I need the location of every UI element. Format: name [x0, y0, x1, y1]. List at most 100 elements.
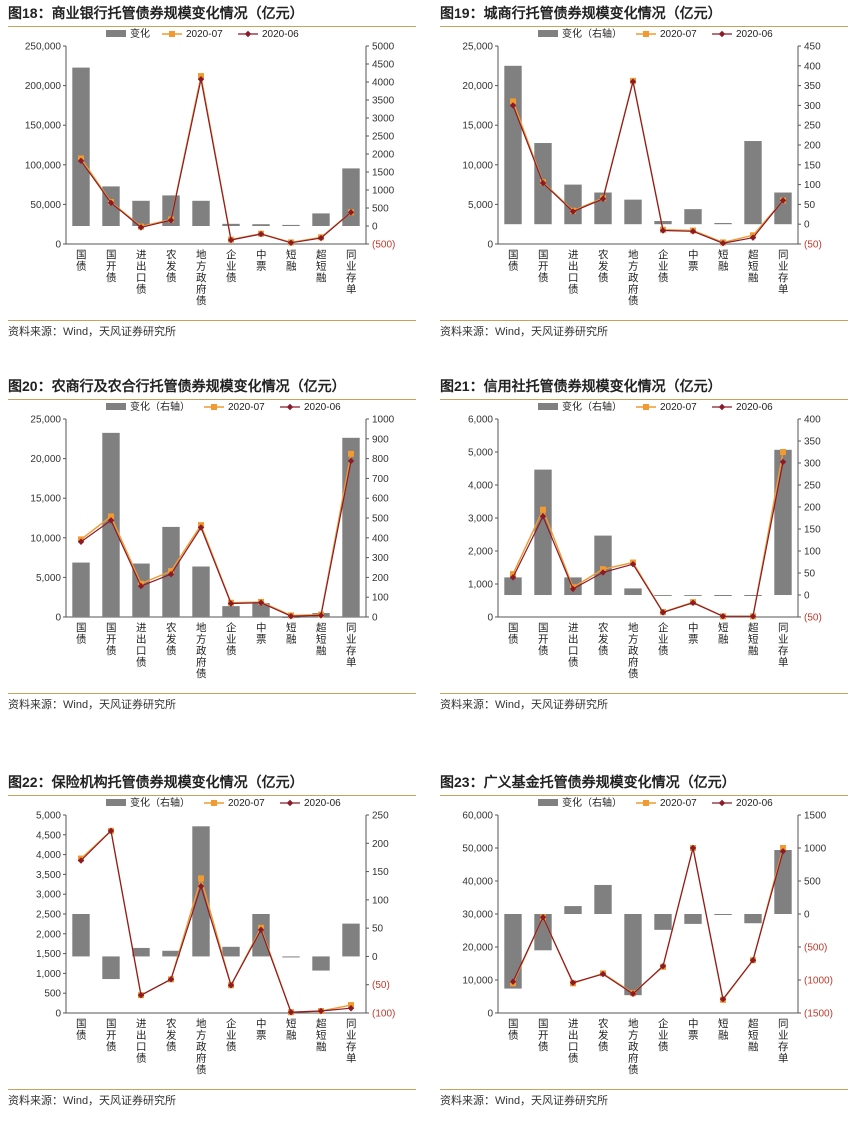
left-tick-label: 2,000 [468, 547, 493, 558]
category-label: 国开债 [538, 249, 549, 284]
right-tick-label: 350 [804, 81, 821, 92]
point-2020-06 [749, 957, 757, 964]
category-label: 超短融 [316, 1017, 327, 1053]
category-label: 短融 [718, 621, 729, 646]
category-label: 超短融 [748, 621, 759, 657]
left-tick-label: 500 [44, 989, 61, 1000]
legend-label-2020-06: 2020-06 [304, 402, 341, 413]
left-tick-label: 30,000 [462, 910, 493, 921]
left-tick-label: 5,000 [36, 573, 61, 584]
right-tick-label: 50 [804, 569, 816, 580]
left-tick-label: 150,000 [25, 121, 62, 132]
point-2020-06 [599, 195, 607, 203]
left-tick-label: 1,500 [36, 949, 61, 960]
right-tick-label: (50) [804, 613, 822, 624]
category-label: 地方政府债 [196, 621, 207, 680]
right-tick-label: 2000 [372, 150, 395, 161]
category-label: 企业债 [658, 248, 669, 284]
series-line-2020-06 [80, 460, 352, 617]
category-label: 中票 [256, 621, 267, 646]
category-label: 进出口债 [136, 249, 147, 296]
right-tick-label: 100 [372, 593, 389, 604]
change-bar [684, 914, 702, 924]
change-bar [564, 184, 582, 225]
change-bar [132, 947, 150, 957]
left-tick-label: 0 [487, 613, 493, 624]
left-tick-label: 5,000 [468, 200, 493, 211]
point-2020-06 [749, 613, 757, 620]
right-tick-label: 100 [804, 180, 821, 191]
legend-marker-2020-07 [643, 404, 649, 410]
left-tick-label: 10,000 [462, 160, 493, 171]
left-tick-label: 10,000 [30, 533, 61, 544]
category-label: 农发债 [166, 621, 177, 657]
category-label: 进出口债 [136, 1018, 147, 1065]
change-bar [624, 588, 642, 595]
legend-label-2020-07: 2020-07 [228, 402, 265, 413]
change-bar [282, 956, 300, 958]
category-label: 同业存单 [778, 249, 789, 296]
legend-label-2020-06: 2020-06 [262, 29, 299, 40]
right-tick-label: 1000 [804, 844, 827, 855]
right-tick-label: 400 [372, 533, 389, 544]
right-tick-label: 3500 [372, 96, 395, 107]
change-bar [162, 195, 180, 226]
right-tick-label: 200 [372, 839, 389, 850]
point-2020-06 [779, 848, 787, 855]
legend-label-2020-07: 2020-07 [186, 29, 223, 40]
change-bar [102, 432, 120, 617]
series-line-2020-07 [512, 451, 784, 618]
figure-title: 图18：商业银行托管债券规模变化情况（亿元） [8, 2, 416, 27]
left-tick-label: 5,000 [36, 811, 61, 822]
legend-bar-swatch [538, 30, 558, 37]
change-bar [684, 209, 702, 225]
right-tick-label: 1500 [804, 811, 827, 822]
legend-marker-2020-06 [244, 30, 252, 38]
point-2020-06 [227, 600, 235, 607]
change-bar [684, 595, 702, 596]
left-tick-label: 2,000 [36, 929, 61, 940]
left-tick-label: 4,000 [36, 850, 61, 861]
source-divider [440, 320, 848, 321]
right-tick-label: 1500 [372, 168, 395, 179]
category-label: 地方政府债 [196, 1017, 207, 1076]
right-tick-label: 300 [804, 101, 821, 112]
left-tick-label: 0 [55, 613, 61, 624]
category-label: 超短融 [316, 621, 327, 657]
right-tick-label: 0 [372, 952, 378, 963]
source-divider [440, 693, 848, 694]
source-note: 资料来源：Wind，天风证券研究所 [440, 699, 609, 711]
category-label: 国开债 [538, 1018, 549, 1053]
category-label: 进出口债 [136, 622, 147, 669]
right-tick-label: 4000 [372, 78, 395, 89]
change-bar [252, 914, 270, 957]
point-2020-06 [509, 102, 517, 109]
category-label: 进出口债 [568, 249, 579, 296]
point-2020-07 [780, 845, 786, 851]
legend-label-2020-06: 2020-06 [736, 402, 773, 413]
right-tick-label: 350 [804, 437, 821, 448]
right-tick-label: 400 [804, 61, 821, 72]
point-2020-06 [137, 582, 145, 590]
point-2020-06 [629, 561, 637, 568]
category-label: 企业债 [658, 1017, 669, 1053]
left-tick-label: 2,500 [36, 910, 61, 921]
change-bar [192, 826, 210, 957]
series-line-2020-06 [512, 461, 784, 617]
category-label: 地方政府债 [628, 248, 639, 307]
right-tick-label: 300 [372, 553, 389, 564]
left-tick-label: 3,000 [468, 514, 493, 525]
point-2020-07 [510, 571, 516, 578]
change-bar [102, 956, 120, 980]
category-label: 中票 [688, 1017, 699, 1042]
point-2020-06 [659, 227, 667, 234]
right-tick-label: 50 [804, 200, 816, 211]
change-bar [744, 595, 762, 596]
category-label: 地方政府债 [628, 1017, 639, 1076]
change-bar [72, 914, 90, 957]
source-note: 资料来源：Wind，天风证券研究所 [8, 326, 177, 338]
left-tick-label: 0 [487, 240, 493, 251]
right-tick-label: 0 [804, 220, 810, 231]
change-bar [564, 906, 582, 914]
category-label: 同业存单 [346, 622, 357, 669]
